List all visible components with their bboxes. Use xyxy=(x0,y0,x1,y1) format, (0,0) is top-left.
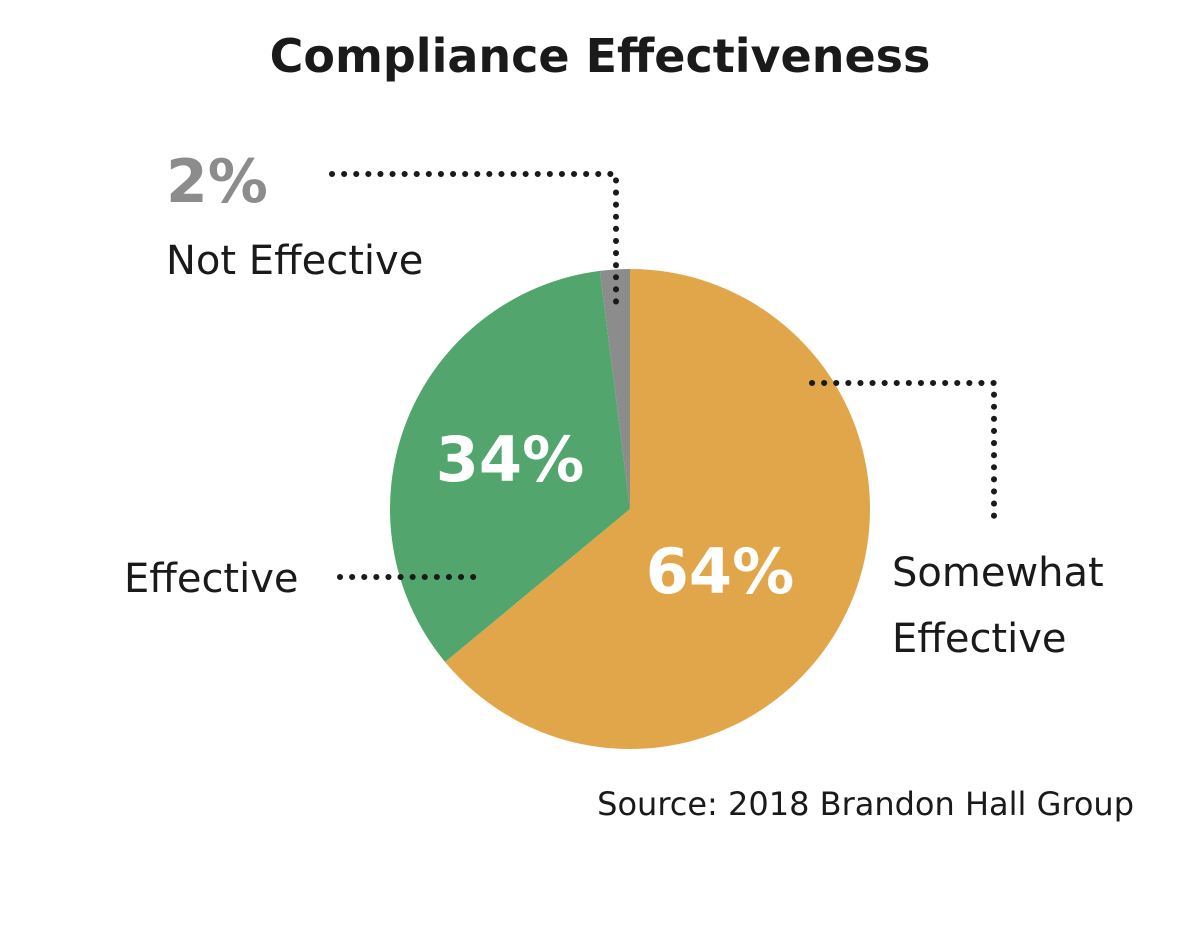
category-label-somewhat-line1: Somewhat xyxy=(892,550,1104,596)
pie-slice-not-effective xyxy=(599,269,630,509)
leader-line-somewhat-effective xyxy=(809,380,997,523)
data-label-not-effective: 2% xyxy=(166,147,268,217)
category-label-somewhat-line2: Effective xyxy=(892,616,1067,662)
category-label-not-effective: Not Effective xyxy=(166,238,423,284)
data-label-effective: 34% xyxy=(436,423,584,496)
category-label-effective: Effective xyxy=(124,556,299,602)
pie-slices xyxy=(390,269,871,750)
source-note: Source: 2018 Brandon Hall Group xyxy=(597,785,1134,823)
data-label-somewhat-effective: 64% xyxy=(646,535,794,608)
pie-slice-effective xyxy=(390,270,630,662)
pie-slice-somewhat-effective xyxy=(445,269,871,750)
chart-title: Compliance Effectiveness xyxy=(270,29,931,83)
leader-line-not-effective xyxy=(329,171,619,311)
